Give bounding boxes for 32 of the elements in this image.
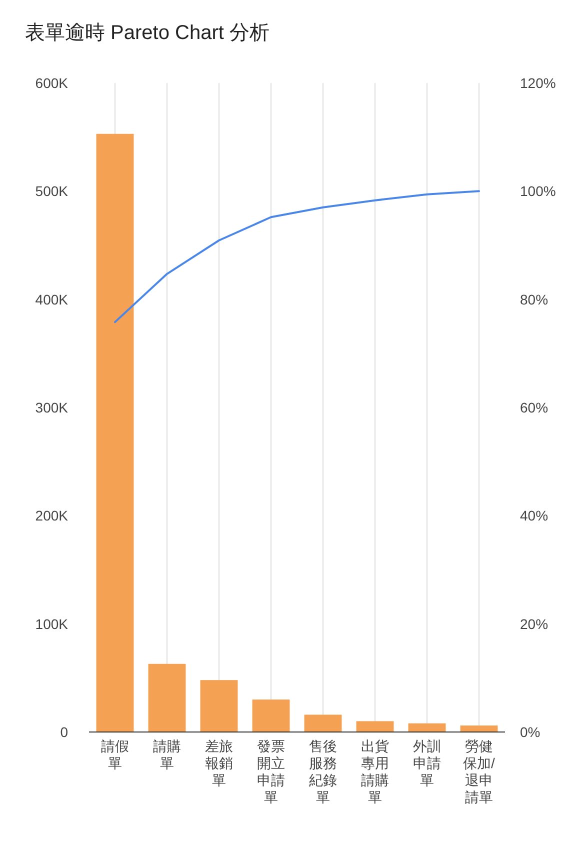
y2-tick-label: 80% [520,291,548,308]
y2-tick-label: 60% [520,400,548,416]
x-tick-label: 勞健保加/退申請單 [463,738,496,805]
y2-tick-label: 20% [520,616,548,632]
y2-tick-label: 0% [520,724,540,740]
bar [252,700,290,732]
bar [356,721,394,732]
bar [460,726,498,732]
x-tick-label: 請購單 [153,738,181,771]
y2-tick-label: 40% [520,508,548,524]
bar [304,714,342,732]
y2-tick-label: 120% [520,75,556,91]
y-tick-label: 300K [35,400,69,416]
bar [200,680,238,732]
y2-tick-label: 100% [520,183,556,200]
y-tick-label: 200K [35,508,69,524]
bar [408,723,446,732]
bar [148,664,186,732]
line-series [114,190,480,324]
y-tick-label: 600K [35,75,69,91]
x-tick-label: 出貨專用請購單 [361,738,389,805]
x-tick-label: 發票開立申請單 [257,738,285,805]
x-tick-label: 外訓申請單 [413,738,441,788]
x-tick-label: 售後服務紀錄單 [309,738,337,805]
chart-title: 表單逾時 Pareto Chart 分析 [25,22,270,44]
bar [96,134,134,732]
y-tick-label: 100K [35,616,69,632]
y-tick-label: 500K [35,183,69,200]
y-tick-label: 0 [60,724,68,740]
x-tick-label: 請假單 [101,738,129,771]
x-tick-label: 差旅報銷單 [205,738,233,788]
y-tick-label: 400K [35,291,69,308]
